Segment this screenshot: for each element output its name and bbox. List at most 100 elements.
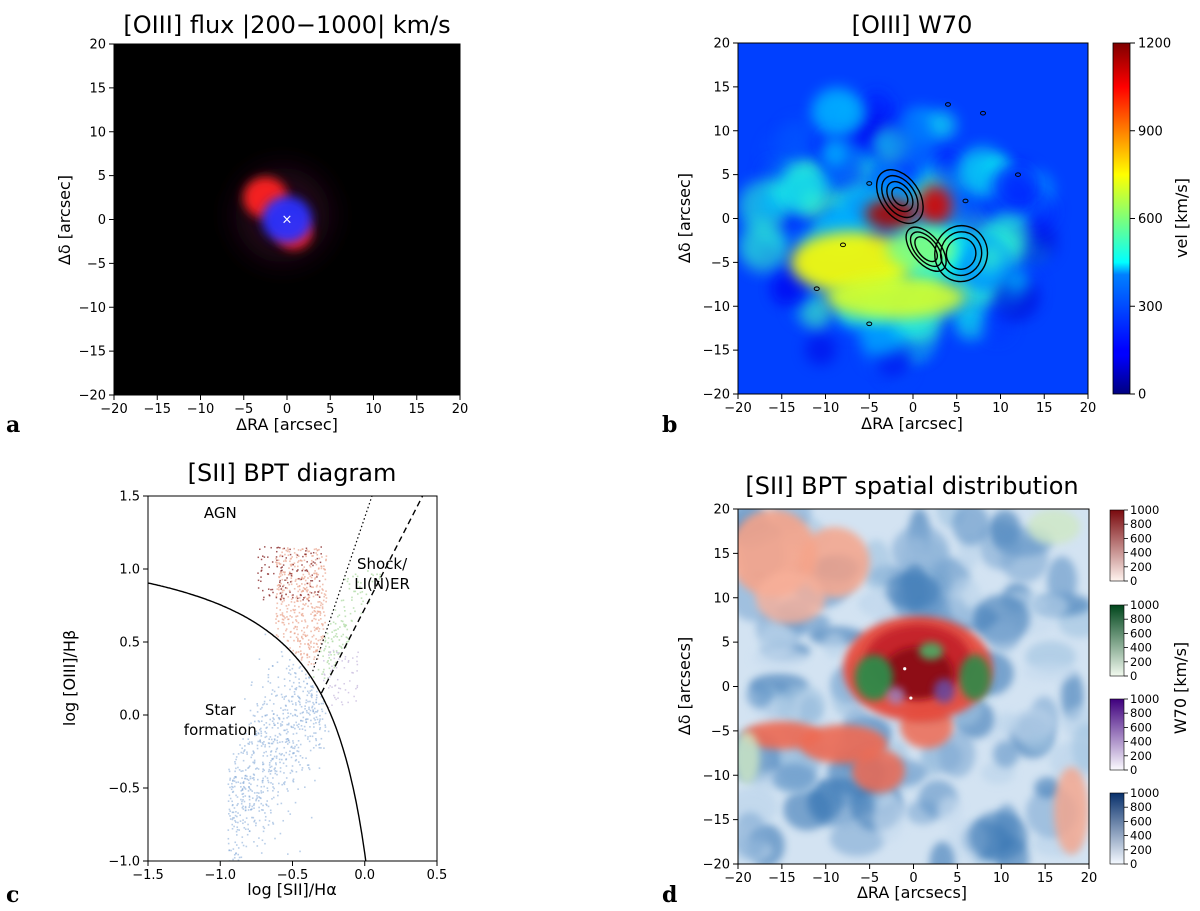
panel-c-point-starformation <box>292 663 295 666</box>
panel-c-point-starformation <box>233 853 236 856</box>
panel-c-point-agn <box>291 556 293 558</box>
panel-c-point-agn <box>276 607 278 609</box>
panel-d-starformation-patch <box>891 525 950 577</box>
panel-d-xtick-label: 15 <box>1037 871 1054 886</box>
panel-c-point-agn <box>280 572 283 574</box>
panel-c-point-starformation <box>305 718 307 721</box>
panel-c-point-agn <box>307 605 309 608</box>
panel-b-xlabel: ΔRA [arcsec] <box>861 414 963 433</box>
panel-c-point-liner <box>350 619 353 622</box>
panel-c-point-agn <box>283 615 285 618</box>
panel-c-point-liner <box>344 615 347 618</box>
panel-c-point-starformation <box>271 689 274 691</box>
panel-c-point-agn <box>295 556 298 559</box>
panel-c-point-starformation <box>280 754 282 756</box>
panel-c-point-starformation <box>258 728 261 731</box>
panel-c-point-agn <box>276 561 278 564</box>
panel-c-point-agn <box>320 567 323 570</box>
panel-c-point-agn <box>321 607 324 610</box>
panel-c-point-starformation <box>272 740 275 743</box>
panel-c-point-starformation <box>242 770 244 772</box>
panel-c-ticks: −1.5 −1.0 −0.5 0.0 0.5−1.0−0.50.00.51.01.5 <box>108 490 447 884</box>
panel-c-point-starformation <box>295 758 298 761</box>
panel-c-point-starformation <box>257 740 260 743</box>
panel-c-point-starformation <box>266 755 269 757</box>
panel-c-point-shock <box>327 687 330 689</box>
panel-c-point-starformation <box>292 726 295 729</box>
panel-c-point-starformation <box>268 742 271 745</box>
panel-b-colorbar-label: vel [km/s] <box>1172 178 1191 258</box>
panel-c-point-starformation <box>253 819 256 822</box>
panel-b-contour <box>934 224 989 283</box>
panel-c-point-agn <box>314 578 316 580</box>
panel-c-point-starformation <box>297 700 300 703</box>
panel-c-point-agn <box>307 577 309 579</box>
panel-c-point-agn <box>313 629 316 632</box>
panel-c-point-starformation <box>282 819 285 822</box>
panel-c-point-liner <box>360 582 362 584</box>
panel-a: [OIII] flux |200−1000| km/s × −20 −15 −10−… <box>6 11 468 438</box>
panel-c-point-agn <box>288 583 290 586</box>
panel-c-point-agn <box>318 619 320 621</box>
panel-d-liner-patch <box>918 642 944 660</box>
panel-c-point-agn <box>311 635 314 638</box>
panel-c-point-agn <box>299 549 302 552</box>
panel-c-point-starformation <box>263 702 266 705</box>
panel-c-point-agn <box>296 595 298 598</box>
panel-c-point-liner <box>333 636 335 638</box>
panel-c-point-agn <box>301 614 303 617</box>
panel-b-contour-small <box>840 242 846 248</box>
panel-c-point-agn-high <box>281 555 284 558</box>
panel-label-c: c <box>6 882 19 908</box>
panel-c-point-starformation <box>232 817 234 819</box>
panel-c-point-starformation <box>287 715 290 718</box>
panel-c-point-starformation <box>310 719 312 722</box>
panel-c-point-starformation <box>263 751 265 754</box>
panel-c-point-starformation <box>260 797 262 800</box>
panel-c-point-starformation <box>251 790 254 792</box>
panel-c-point-agn <box>275 595 278 598</box>
panel-c-point-starformation <box>309 709 312 712</box>
panel-c-point-starformation <box>297 746 300 749</box>
panel-c-point-starformation <box>324 712 327 715</box>
panel-c-point-liner <box>341 620 344 623</box>
panel-c-point-starformation <box>307 700 309 703</box>
panel-d: [SII] BPT spatial distribution −20 −15 −10… <box>662 472 1190 908</box>
panel-c-point-starformation <box>281 758 283 761</box>
panel-d-starformation-patch <box>1021 663 1078 683</box>
panel-c-point-agn <box>289 560 291 563</box>
panel-c-point-starformation <box>261 780 264 782</box>
panel-c-point-starformation <box>246 833 249 836</box>
panel-c-point-agn-high <box>306 582 309 585</box>
panel-d-starformation-patch <box>771 764 817 792</box>
panel-c-point-agn <box>323 567 325 570</box>
panel-b-ytick-label: −5 <box>711 256 730 271</box>
panel-c-point-agn <box>286 611 288 613</box>
panel-c-point-starformation <box>295 755 297 757</box>
panel-c-point-agn <box>290 565 293 567</box>
panel-a-ytick-label: 5 <box>98 169 106 184</box>
panel-c-point-starformation <box>288 722 290 725</box>
panel-c-point-starformation <box>265 803 267 806</box>
panel-c-point-starformation <box>232 779 234 782</box>
panel-c-point-starformation <box>298 682 301 684</box>
panel-c-point-starformation <box>286 743 289 745</box>
panel-c-point-agn <box>321 603 324 606</box>
panel-c-point-agn-high <box>302 599 304 601</box>
panel-d-starformation-patch <box>776 684 826 726</box>
panel-c-point-starformation <box>240 786 242 788</box>
panel-c-point-agn <box>305 602 307 605</box>
panel-c-point-agn <box>313 626 316 629</box>
panel-c-point-agn-high <box>317 591 319 593</box>
panel-c-point-agn <box>315 548 318 550</box>
panel-b-xtick-label: 10 <box>992 401 1009 416</box>
panel-c-point-starformation <box>260 730 262 733</box>
panel-c-point-shock <box>329 676 331 678</box>
panel-c-point-starformation <box>302 680 305 683</box>
panel-c-point-starformation <box>256 767 258 769</box>
panel-c-point-agn-high <box>319 561 322 564</box>
panel-d-colorbar-tick-label: 400 <box>1130 641 1152 655</box>
panel-c-point-starformation <box>301 767 304 769</box>
panel-c-point-starformation <box>242 822 244 825</box>
panel-c-point-starformation <box>320 708 323 711</box>
